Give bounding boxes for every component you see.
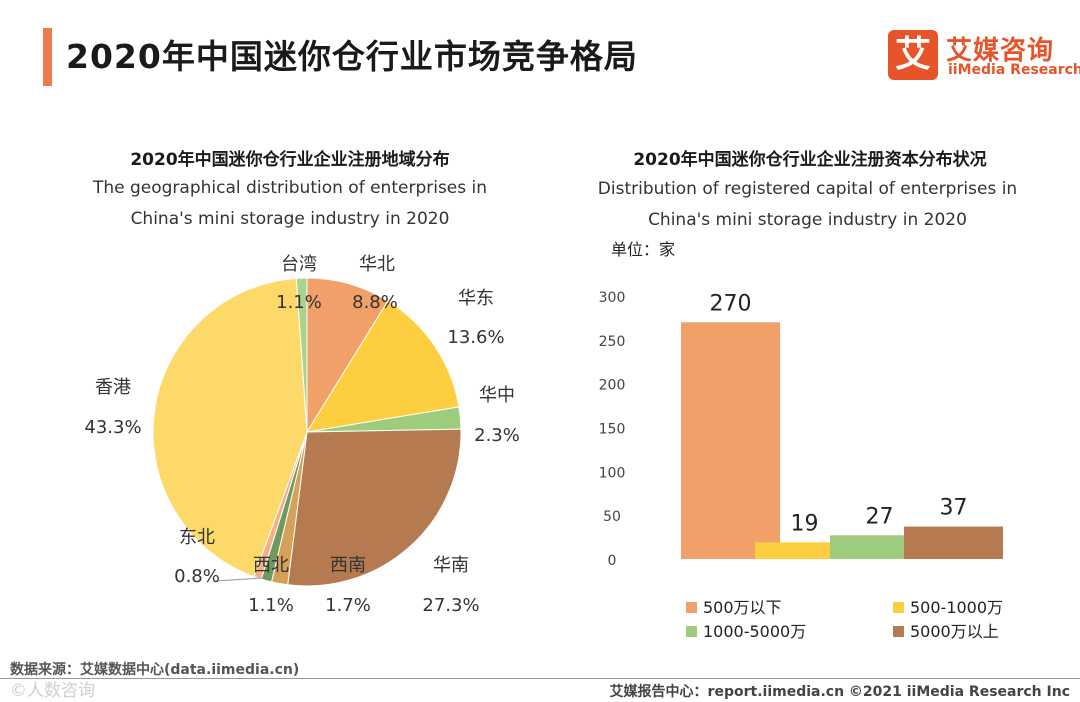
logo-mark: 艾 [888,30,938,80]
legend-label: 1000-5000万 [703,622,807,641]
pie-slice-label: 华中 [479,385,515,406]
pie-chart-subtitle: The geographical distribution of enterpr… [92,178,488,229]
logo-name: 艾媒咨询 [946,36,1055,66]
pie-slice-4 [287,428,462,587]
legend-label: 500万以下 [703,598,782,617]
pie-slice-label: 华东 [458,288,494,309]
pie-slice-value: 13.6% [447,327,504,348]
legend-swatch [893,626,904,637]
pie-slice-value: 2.3% [474,425,520,446]
legend-item: 500-1000万 [893,594,1003,618]
bar-chart-title: 2020年中国迷你仓行业企业注册资本分布状况 [633,150,987,170]
pie-slice-label: 香港 [95,377,131,398]
legend-swatch [686,626,697,637]
legend-item: 5000万以上 [893,618,999,642]
data-source: 数据来源：艾媒数据中心(data.iimedia.cn) [10,662,300,678]
pie-slice-label: 西北 [253,555,289,576]
pie-slice-label: 东北 [179,527,215,548]
pie-slice-1 [306,277,389,434]
bar-4 [904,526,1003,559]
y-tick-label: 100 [599,465,626,481]
bar-value-label: 27 [866,504,894,529]
bar-chart-unit: 单位：家 [611,240,676,259]
legend-swatch [686,602,697,613]
logo-subtitle: iiMedia Research [948,62,1080,78]
legend-label: 500-1000万 [910,598,1004,617]
pie-slice-label: 华南 [433,555,469,576]
pie-slice-label: 台湾 [281,254,317,275]
pie-leader-line [214,577,263,582]
pie-slice-9 [295,277,308,433]
footer-divider [0,678,1080,679]
footer-credit: 艾媒报告中心：report.iimedia.cn ©2021 iiMedia R… [609,684,1070,700]
bar-chart-subtitle: Distribution of registered capital of en… [597,179,1018,230]
legend-item: 1000-5000万 [686,618,806,642]
y-tick-label: 250 [599,334,626,350]
legend-item: 500万以下 [686,594,782,618]
legend-swatch [893,602,904,613]
pie-slice-value: 43.3% [84,417,141,438]
y-tick-label: 300 [599,290,626,306]
bar-value-label: 19 [791,511,819,536]
y-tick-label: 200 [599,378,626,394]
page-title: 2020年中国迷你仓行业市场竞争格局 [66,37,638,76]
y-tick-label: 150 [599,422,626,438]
title-accent-bar [43,28,52,86]
pie-slice-value: 0.8% [174,566,220,587]
legend-label: 5000万以上 [910,622,999,641]
pie-slice-value: 1.1% [276,292,322,313]
y-tick-label: 0 [608,553,617,569]
bar-1 [681,322,780,559]
pie-slice-8 [152,277,308,578]
pie-chart-title: 2020年中国迷你仓行业企业注册地域分布 [130,150,450,170]
pie-slice-value: 1.7% [325,595,371,616]
brand-logo: 艾 艾媒咨询 iiMedia Research [888,30,1080,82]
bar-2 [755,542,854,559]
bar-value-label: 37 [940,496,968,521]
pie-slice-value: 1.1% [248,595,294,616]
pie-slice-label: 华北 [359,254,395,275]
pie-slice-label: 西南 [330,555,366,576]
y-tick-label: 50 [603,509,621,525]
bar-value-label: 270 [710,291,752,316]
watermark: ©人数咨询 [10,681,95,701]
pie-slice-value: 27.3% [422,595,479,616]
pie-slice-value: 8.8% [352,292,398,313]
pie-slice-2 [305,300,460,433]
